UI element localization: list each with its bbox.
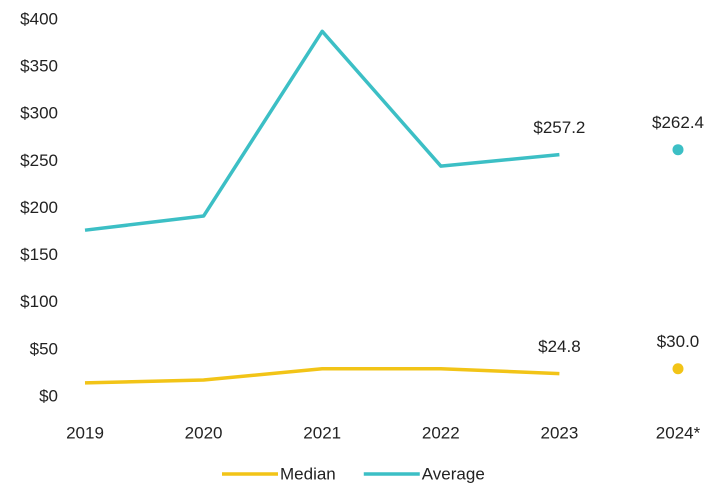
y-tick-label: $50 xyxy=(30,339,58,358)
y-tick-label: $400 xyxy=(20,9,58,28)
y-tick-label: $0 xyxy=(39,386,58,405)
data-label: $262.4 xyxy=(652,113,704,132)
y-tick-label: $100 xyxy=(20,292,58,311)
line xyxy=(84,29,560,232)
point xyxy=(672,144,684,156)
legend-label: Median xyxy=(280,464,336,483)
legend-label: Average xyxy=(422,464,485,483)
y-tick-label: $300 xyxy=(20,104,58,123)
data-label: $24.8 xyxy=(538,337,581,356)
x-tick-label: 2019 xyxy=(66,423,104,442)
x-tick-label: 2023 xyxy=(540,423,578,442)
line xyxy=(84,366,560,385)
y-tick-label: $250 xyxy=(20,151,58,170)
x-tick-label: 2020 xyxy=(185,423,223,442)
point xyxy=(672,363,684,375)
x-tick-label: 2022 xyxy=(422,423,460,442)
y-tick-label: $150 xyxy=(20,245,58,264)
y-tick-label: $200 xyxy=(20,198,58,217)
y-tick-label: $350 xyxy=(20,57,58,76)
x-tick-label: 2024* xyxy=(656,423,701,442)
x-tick-label: 2021 xyxy=(303,423,341,442)
data-label: $257.2 xyxy=(533,118,585,137)
data-label: $30.0 xyxy=(657,332,700,351)
